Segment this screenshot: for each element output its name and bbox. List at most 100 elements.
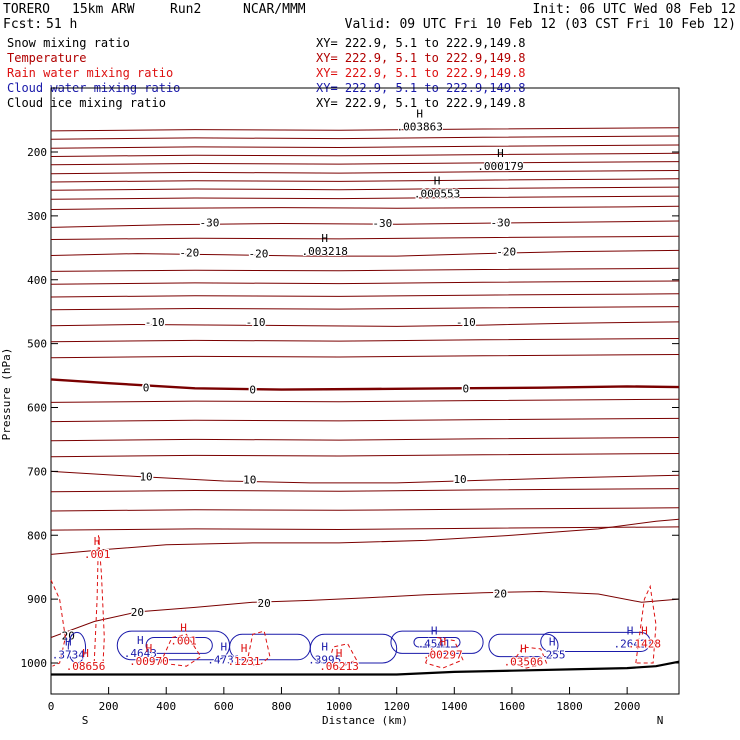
temperature-isotherm-9 — [50, 235, 680, 240]
snow-max-mark-0: H — [416, 107, 423, 120]
y-tick-label-1: 300 — [27, 210, 47, 223]
rain-max-value-6: .00297 — [423, 649, 463, 662]
terrain — [51, 660, 680, 676]
cloud-water-max-value-1: .4643 — [124, 647, 157, 660]
legend-snow-xy: XY= 222.9, 5.1 to 222.9,149.8 — [316, 36, 526, 50]
plot-frame — [50, 87, 680, 695]
temperature-label-3: -20 — [179, 246, 199, 259]
temperature-isotherm-18 — [50, 437, 680, 442]
cloud-water-contour-8 — [540, 631, 651, 653]
north-endpoint-label: N — [657, 714, 664, 727]
y-tick-label-8: 1000 — [21, 657, 48, 670]
rain-max-value-3: .001 — [170, 634, 197, 647]
cloud-water-max-mark-3: H — [321, 641, 328, 654]
x-tick-label-1: 200 — [99, 700, 119, 713]
rain-maximum-7: H.03506 — [503, 643, 545, 670]
rain-max-mark-1: H — [82, 647, 89, 660]
y-tick-label-0: 200 — [27, 146, 47, 159]
legend-rain: Rain water mixing ratio — [7, 66, 173, 80]
rain-contour-6 — [511, 646, 548, 669]
temperature-label-15: 20 — [258, 597, 271, 610]
rain-contour-4 — [327, 643, 358, 669]
temperature-label-13: 10 — [243, 474, 256, 487]
temperature-isotherm-13 — [50, 306, 680, 311]
rain-max-mark-2: H — [146, 642, 153, 655]
model-resolution: 15km ARW — [72, 2, 135, 17]
cloud-water-max-value-2: .4731 — [207, 654, 240, 667]
rain-max-mark-6: H — [439, 636, 446, 649]
cloud-water-max-mark-2: H — [221, 641, 228, 654]
temperature-label-4: -20 — [248, 248, 268, 261]
fcst-value: 51 h — [46, 17, 77, 32]
rain-maximum-2: H.00970 — [128, 642, 170, 669]
temperature-label-17: 20 — [131, 606, 144, 619]
rain-contour-2 — [160, 633, 202, 667]
temperature-label-7: -10 — [246, 316, 266, 329]
temperature-label-1: -30 — [372, 217, 392, 230]
temperature-isotherm-7 — [50, 186, 680, 191]
rain-max-mark-7: H — [520, 643, 527, 656]
temperature-label-16: 20 — [494, 587, 507, 600]
rain-contour-1 — [93, 535, 105, 667]
x-tick-label-5: 1000 — [326, 700, 353, 713]
field-legend: Snow mixing ratio Temperature Rain water… — [7, 36, 526, 110]
cloud-water-contour-6 — [413, 636, 461, 648]
cloud-water-max-value-3: .3995 — [308, 654, 341, 667]
rain-max-value-7: .03506 — [504, 656, 544, 669]
temperature-isotherm-11 — [50, 280, 680, 285]
rain-max-value-0: .001 — [84, 548, 111, 561]
temperature-label-12: 10 — [139, 470, 152, 483]
temperature-isotherm-1 — [50, 135, 680, 140]
temperature-label-18: 20 — [62, 630, 75, 643]
rain-maximum-3: H.001 — [169, 621, 198, 648]
rain-maximum-4: H.1231 — [226, 642, 261, 669]
temperature-isotherm-12 — [50, 293, 680, 298]
cloud-water-contour-0 — [67, 631, 87, 664]
cloud-water-maximum-5: H.255 — [538, 636, 567, 663]
x-tick-label-9: 1800 — [556, 700, 583, 713]
legend-cloud-ice: Cloud ice mixing ratio — [7, 96, 166, 110]
rain-max-mark-5: H — [336, 647, 343, 660]
temperature-label-10: 0 — [249, 384, 256, 397]
temperature-label-0: -30 — [200, 216, 220, 229]
cloud-water-maximum-4: H.4541 — [417, 625, 452, 652]
rain-max-value-5: .06213 — [319, 660, 359, 673]
temperature-isotherm-4 — [50, 161, 680, 166]
cloud-water-max-mark-0: H — [65, 636, 72, 649]
rain-contours — [50, 535, 657, 669]
rain-max-mark-0: H — [94, 535, 101, 548]
temperature-contour-1 — [50, 220, 680, 228]
legend-snow: Snow mixing ratio — [7, 36, 130, 50]
snow-max-value-1: .000179 — [477, 160, 523, 173]
temperature-isotherm-22 — [50, 526, 680, 531]
y-tick-label-7: 900 — [27, 593, 47, 606]
model-name: TORERO — [3, 2, 50, 17]
cloud-water-maximum-6: H.2642 — [612, 625, 647, 652]
rain-max-mark-3: H — [180, 621, 187, 634]
snow-max-value-2: .000553 — [414, 187, 460, 200]
temperature-contour-0 — [50, 205, 680, 210]
x-tick-label-6: 1200 — [383, 700, 410, 713]
y-tick-label-2: 400 — [27, 274, 47, 287]
cloud-water-max-value-4: .4541 — [418, 638, 451, 651]
temperature-contour-3 — [50, 321, 680, 327]
temperature-isotherm-0 — [50, 127, 680, 132]
rain-contour-3 — [246, 630, 271, 667]
cloud-water-contour-4 — [309, 633, 398, 664]
snow-max-mark-3: H — [321, 232, 328, 245]
cloud-water-max-mark-5: H — [549, 636, 556, 649]
legend-temperature: Temperature — [7, 51, 86, 65]
temperature-isotherm-17 — [50, 417, 680, 423]
x-tick-label-10: 2000 — [614, 700, 641, 713]
rain-max-mark-4: H — [241, 642, 248, 655]
y-tick-label-4: 600 — [27, 402, 47, 415]
x-tick-label-4: 800 — [272, 700, 292, 713]
model-run: Run2 — [170, 2, 201, 17]
temperature-isotherm-20 — [50, 488, 680, 493]
y-axis-label: Pressure (hPa) — [0, 348, 13, 441]
temperature-isotherm-8 — [50, 195, 680, 200]
rain-max-value-1: .08656 — [66, 660, 106, 673]
temperature-isotherm-19 — [50, 453, 680, 458]
